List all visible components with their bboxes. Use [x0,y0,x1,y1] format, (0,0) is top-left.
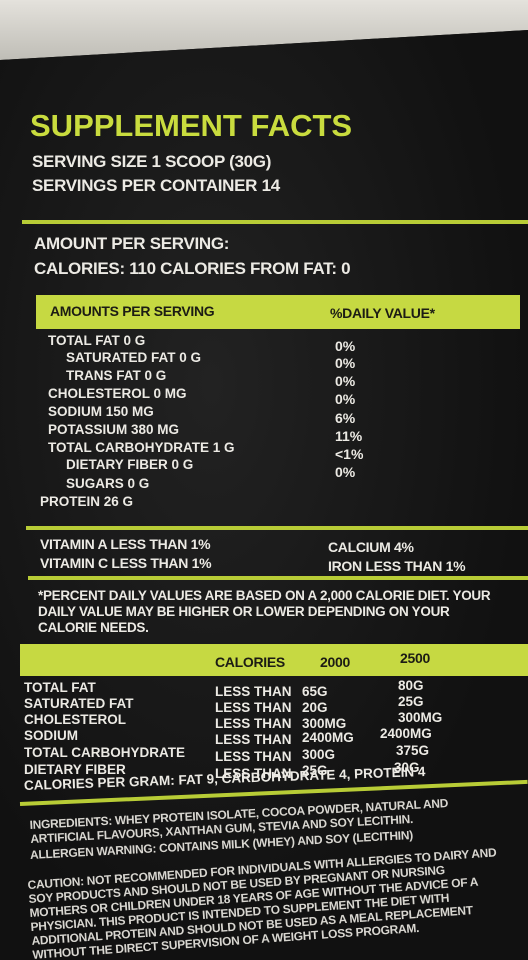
serving-size: SERVING SIZE 1 SCOOP (30G) [32,152,272,171]
reference-value: 25G [302,763,328,778]
reference-value: 300MG [302,716,347,731]
nutrient: DIETARY FIBER 0 G [66,457,194,472]
nutrient: CHOLESTEROL 0 MG [48,386,187,401]
title: SUPPLEMENT FACTS [30,108,353,143]
reference-limit: LESS THAN [215,749,292,764]
reference-value: 2400MG [380,726,432,741]
reference-name: DIETARY FIBER [24,762,126,777]
vitamin: VITAMIN A LESS THAN 1% [40,536,211,552]
reference-header: CALORIES [215,654,285,670]
nutrient: SATURATED FAT 0 G [66,350,201,365]
reference-value: 30G [394,760,420,775]
nutrient: TOTAL CARBOHYDRATE 1 G [48,440,235,455]
reference-header: 2000 [320,654,350,670]
column-header: %DAILY VALUE* [330,305,435,321]
reference-value: 80G [398,678,424,693]
footnote: *PERCENT DAILY VALUES ARE BASED ON A 2,0… [38,588,491,635]
reference-header: 2500 [400,650,430,666]
reference-limit: LESS THAN [215,732,292,747]
reference-value: 65G [302,684,328,699]
nutrient: TRANS FAT 0 G [66,368,167,383]
calories: CALORIES: 110 CALORIES FROM FAT: 0 [34,259,351,278]
divider [26,526,528,530]
daily-value: 0% [335,464,356,480]
nutrient: POTASSIUM 380 MG [48,422,180,437]
nutrient: SUGARS 0 G [66,476,150,491]
reference-limit: LESS THAN [215,684,292,699]
reference-limit: LESS THAN [215,766,292,781]
daily-value: 0% [335,338,356,354]
daily-value: 0% [335,355,356,371]
vitamin: CALCIUM 4% [328,539,414,555]
nutrient: TOTAL FAT 0 G [48,333,146,348]
reference-limit: LESS THAN [215,700,292,715]
reference-name: CHOLESTEROL [24,712,127,727]
reference-limit: LESS THAN [215,716,292,731]
daily-value: 6% [335,410,356,426]
amount-heading: AMOUNT PER SERVING: [34,234,230,253]
reference-value: 25G [398,694,424,709]
reference-value: 375G [396,743,430,758]
nutrient: SODIUM 150 MG [48,404,154,419]
reference-name: TOTAL CARBOHYDRATE [24,745,185,760]
reference-bar [20,644,528,676]
nutrient: PROTEIN 26 G [40,494,134,509]
daily-value: 0% [335,391,356,407]
reference-name: SATURATED FAT [24,696,134,711]
divider [28,576,528,580]
reference-name: TOTAL FAT [24,680,96,695]
reference-value: 300G [302,747,336,762]
daily-value: <1% [335,446,364,462]
servings-per-container: SERVINGS PER CONTAINER 14 [32,176,280,195]
header-bar [36,295,520,329]
reference-value: 20G [302,700,328,715]
reference-value: 2400MG [302,730,354,745]
daily-value: 11% [335,428,363,444]
divider [22,220,528,224]
column-header: AMOUNTS PER SERVING [50,303,215,319]
vitamin: VITAMIN C LESS THAN 1% [40,555,212,571]
daily-value: 0% [335,373,356,389]
vitamin: IRON LESS THAN 1% [328,558,466,574]
reference-name: SODIUM [24,728,78,743]
reference-value: 300MG [398,710,443,725]
